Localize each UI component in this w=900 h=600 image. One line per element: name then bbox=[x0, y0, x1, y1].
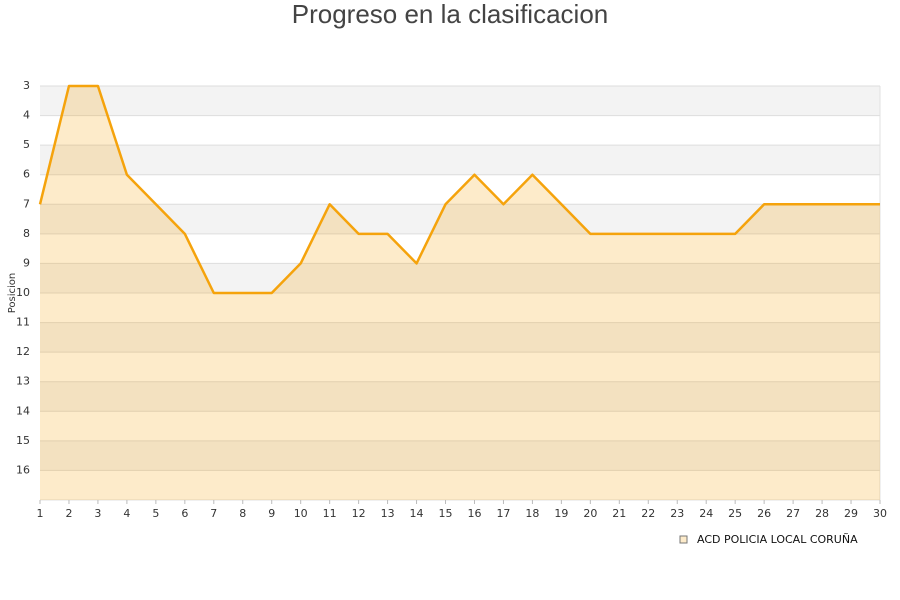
y-tick-label: 16 bbox=[16, 463, 30, 476]
area bbox=[40, 86, 880, 500]
x-tick-label: 9 bbox=[268, 507, 275, 520]
x-tick-label: 18 bbox=[525, 507, 539, 520]
x-tick-label: 27 bbox=[786, 507, 800, 520]
band bbox=[40, 263, 880, 293]
x-tick-label: 22 bbox=[641, 507, 655, 520]
x-tick-label: 26 bbox=[757, 507, 771, 520]
y-axis-label: Posicion bbox=[7, 273, 18, 314]
x-tick-label: 23 bbox=[670, 507, 684, 520]
band bbox=[40, 293, 880, 323]
x-tick-label: 6 bbox=[181, 507, 188, 520]
x-tick-label: 11 bbox=[323, 507, 337, 520]
legend-label: ACD POLICIA LOCAL CORUÑA bbox=[697, 533, 858, 546]
y-tick-label: 3 bbox=[23, 79, 30, 92]
band bbox=[40, 233, 880, 264]
y-tick-label: 10 bbox=[16, 286, 30, 299]
band bbox=[40, 115, 880, 146]
y-tick-label: 7 bbox=[23, 197, 30, 210]
chart-title: Progreso en la clasificacion bbox=[292, 0, 609, 29]
x-tick-label: 16 bbox=[467, 507, 481, 520]
x-tick-label: 5 bbox=[152, 507, 159, 520]
band bbox=[40, 145, 880, 175]
band bbox=[40, 381, 880, 412]
y-tick-label: 9 bbox=[23, 256, 30, 269]
band bbox=[40, 352, 880, 382]
x-tick-label: 10 bbox=[294, 507, 308, 520]
x-tick-label: 20 bbox=[583, 507, 597, 520]
band bbox=[40, 411, 880, 441]
x-tick-label: 24 bbox=[699, 507, 713, 520]
x-tick-label: 12 bbox=[352, 507, 366, 520]
y-tick-label: 6 bbox=[23, 168, 30, 181]
x-tick-label: 13 bbox=[381, 507, 395, 520]
x-tick-label: 14 bbox=[410, 507, 424, 520]
y-tick-label: 5 bbox=[23, 138, 30, 151]
line bbox=[38, 84, 880, 295]
x-tick-label: 21 bbox=[612, 507, 626, 520]
x-tick-label: 3 bbox=[94, 507, 101, 520]
band bbox=[40, 322, 880, 353]
x-tick-label: 19 bbox=[554, 507, 568, 520]
band bbox=[40, 86, 880, 116]
x-tick-label: 4 bbox=[123, 507, 130, 520]
y-tick-label: 15 bbox=[16, 434, 30, 447]
y-tick-label: 13 bbox=[16, 375, 30, 388]
y-tick-label: 11 bbox=[16, 316, 30, 329]
y-tick-label: 8 bbox=[23, 227, 30, 240]
x-tick-label: 25 bbox=[728, 507, 742, 520]
x-tick-label: 2 bbox=[65, 507, 72, 520]
x-tick-label: 8 bbox=[239, 507, 246, 520]
legend-marker bbox=[679, 535, 688, 544]
x-tick-label: 7 bbox=[210, 507, 217, 520]
x-tick-label: 29 bbox=[844, 507, 858, 520]
x-tick-label: 15 bbox=[439, 507, 453, 520]
band bbox=[40, 470, 880, 500]
x-tick-label: 30 bbox=[873, 507, 887, 520]
y-tick-label: 4 bbox=[23, 109, 30, 122]
bands bbox=[40, 86, 880, 500]
x-tick-label: 17 bbox=[496, 507, 510, 520]
x-tick-label: 28 bbox=[815, 507, 829, 520]
band bbox=[40, 440, 880, 471]
x-tick-label: 1 bbox=[37, 507, 44, 520]
y-tick-label: 14 bbox=[16, 404, 30, 417]
y-tick-label: 12 bbox=[16, 345, 30, 358]
